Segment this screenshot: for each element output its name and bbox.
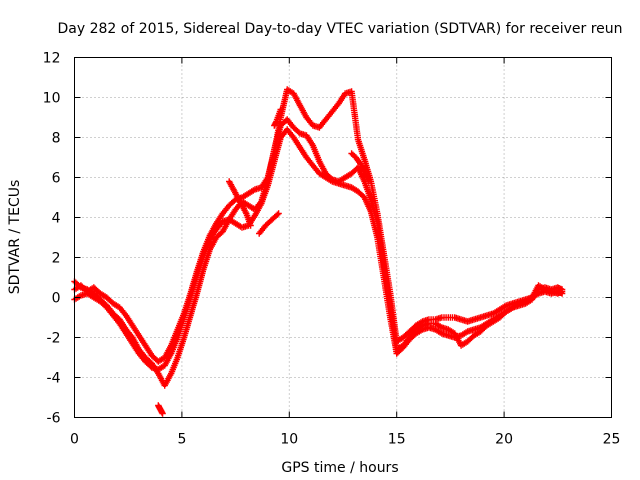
plus-markers-spur-5 xyxy=(271,106,284,129)
y-tick-label: 6 xyxy=(52,171,61,187)
y-axis-label: SDTVAR / TECUs xyxy=(7,180,23,295)
y-tick-label: 12 xyxy=(43,51,61,67)
y-tick-label: 8 xyxy=(52,131,61,147)
x-tick-label: 25 xyxy=(603,432,621,448)
y-tick-labels: -6 -4 -2 0 2 4 6 8 10 12 xyxy=(43,51,61,427)
plus-markers-spur-4 xyxy=(256,210,282,237)
x-tick-label: 15 xyxy=(388,432,406,448)
x-tick-label: 0 xyxy=(70,432,79,448)
y-tick-label: -2 xyxy=(47,331,61,347)
x-tick-label: 10 xyxy=(280,432,298,448)
series-spur-3 xyxy=(348,150,372,185)
series-spur-4 xyxy=(256,210,282,237)
x-tick-labels: 0 5 10 15 20 25 xyxy=(70,432,620,448)
series-spur-5 xyxy=(271,106,284,129)
chart-title: Day 282 of 2015, Sidereal Day-to-day VTE… xyxy=(57,21,622,37)
series-spur-1 xyxy=(155,402,166,417)
plus-markers-spur-2 xyxy=(226,178,254,229)
y-tick-label: 10 xyxy=(43,91,61,107)
plot-frame xyxy=(74,57,612,418)
x-tick-label: 5 xyxy=(177,432,186,448)
y-tick-label: -6 xyxy=(47,411,61,427)
series-spur-2 xyxy=(226,178,254,229)
y-tick-label: -4 xyxy=(47,371,61,387)
axis-ticks xyxy=(74,57,612,418)
x-axis-label: GPS time / hours xyxy=(281,460,398,476)
y-tick-label: 4 xyxy=(52,211,61,227)
y-tick-label: 0 xyxy=(52,291,61,307)
data-series xyxy=(71,86,566,417)
x-tick-label: 20 xyxy=(495,432,513,448)
plus-markers-spur-3 xyxy=(348,150,372,185)
y-tick-label: 2 xyxy=(52,251,61,267)
plus-markers-spur-1 xyxy=(155,402,166,417)
grid-lines xyxy=(74,57,612,418)
